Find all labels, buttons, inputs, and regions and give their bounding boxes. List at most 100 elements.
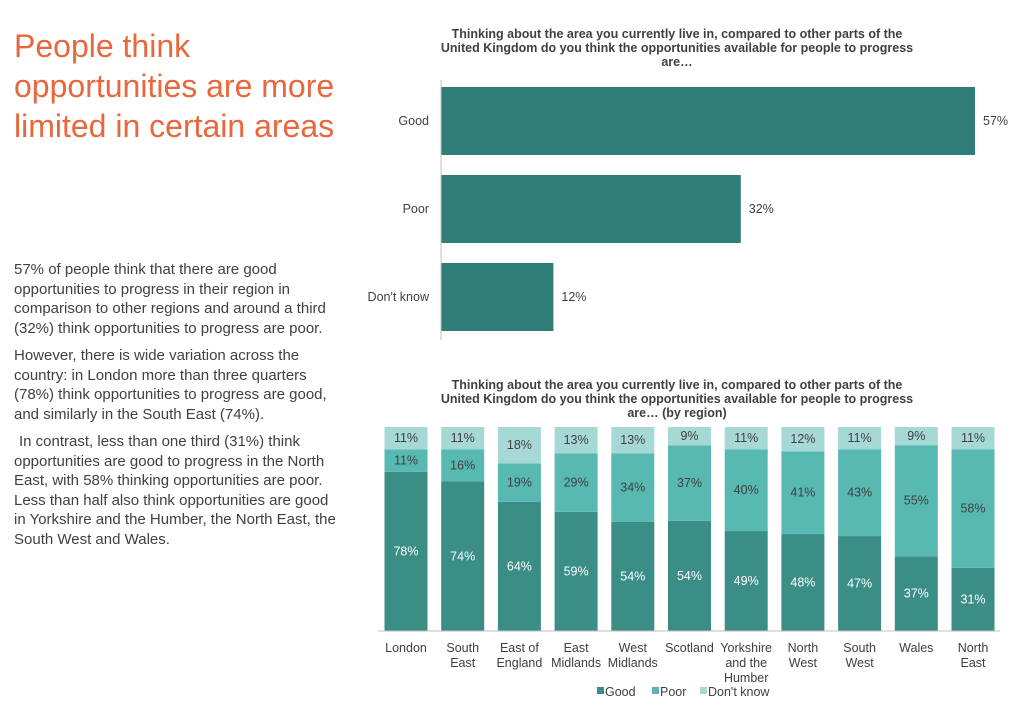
category-label: Wales bbox=[899, 641, 933, 655]
bar-segment bbox=[611, 453, 655, 522]
chart-title-line: are… bbox=[661, 55, 692, 69]
bar-segment bbox=[951, 449, 995, 568]
category-label: England bbox=[496, 656, 542, 670]
data-label: 54% bbox=[677, 569, 702, 583]
data-label: 11% bbox=[394, 431, 418, 445]
data-label: 64% bbox=[507, 559, 532, 573]
category-label: Yorkshire bbox=[720, 641, 772, 655]
bar-segment bbox=[497, 463, 541, 502]
category-label: East bbox=[450, 656, 476, 670]
category-label: West bbox=[789, 656, 818, 670]
category-label: East bbox=[564, 641, 590, 655]
category-label: West bbox=[845, 656, 874, 670]
category-label: Midlands bbox=[551, 656, 601, 670]
category-label: Humber bbox=[724, 671, 768, 685]
legend-swatch bbox=[700, 687, 707, 694]
bar-segment bbox=[781, 534, 825, 631]
data-label: 11% bbox=[848, 431, 872, 445]
category-label: South bbox=[843, 641, 876, 655]
bar-segment bbox=[668, 520, 711, 631]
data-label: 32% bbox=[749, 202, 774, 216]
data-label: 34% bbox=[620, 481, 645, 495]
category-label: Good bbox=[398, 114, 429, 128]
category-label: North bbox=[788, 641, 819, 655]
bar-segment bbox=[781, 451, 825, 535]
bar-segment bbox=[611, 427, 655, 454]
data-label: 43% bbox=[847, 486, 872, 500]
data-label: 29% bbox=[564, 476, 589, 490]
data-label: 41% bbox=[790, 486, 815, 500]
bar-segment bbox=[951, 427, 995, 450]
data-label: 13% bbox=[620, 433, 645, 447]
bar-segment bbox=[441, 427, 485, 450]
data-label: 19% bbox=[507, 476, 532, 490]
legend-swatch bbox=[652, 687, 659, 694]
bar-segment bbox=[724, 427, 768, 450]
bar-segment bbox=[611, 521, 655, 631]
bar-segment bbox=[668, 445, 711, 521]
paragraph-3: In contrast, less than one third (31%) t… bbox=[14, 433, 336, 548]
summary-text: 57% of people think that there are good … bbox=[14, 260, 336, 557]
data-label: 31% bbox=[960, 592, 985, 606]
legend-swatch bbox=[597, 687, 604, 694]
page-title: People think opportunities are more limi… bbox=[14, 28, 335, 144]
bar-segment bbox=[384, 449, 428, 472]
chart-title-line: United Kingdom do you think the opportun… bbox=[441, 41, 913, 55]
data-label: 13% bbox=[564, 433, 589, 447]
bar-segment bbox=[497, 427, 541, 464]
category-label: East bbox=[960, 656, 986, 670]
data-label: 55% bbox=[904, 494, 929, 508]
category-label: South bbox=[446, 641, 479, 655]
bar-segment bbox=[384, 471, 428, 631]
bar-segment bbox=[441, 481, 485, 631]
bar-segment bbox=[894, 427, 938, 446]
bar bbox=[441, 87, 975, 155]
chart-title-line: Thinking about the area you currently li… bbox=[452, 378, 903, 392]
bar-segment bbox=[951, 567, 995, 631]
bar-segment bbox=[894, 445, 938, 557]
legend-label: Don't know bbox=[708, 685, 770, 699]
paragraph-1: 57% of people think that there are good … bbox=[14, 261, 326, 337]
bar-segment bbox=[838, 536, 882, 631]
category-label: West bbox=[619, 641, 648, 655]
data-label: 37% bbox=[904, 587, 929, 601]
bar bbox=[441, 263, 554, 331]
category-label: East of bbox=[500, 641, 539, 655]
data-label: 58% bbox=[960, 502, 985, 516]
bar-segment bbox=[668, 427, 711, 446]
bar-segment bbox=[838, 427, 882, 450]
data-label: 11% bbox=[961, 431, 985, 445]
bar bbox=[441, 175, 741, 243]
category-label: Scotland bbox=[665, 641, 714, 655]
data-label: 57% bbox=[983, 114, 1008, 128]
bar-segment bbox=[724, 531, 768, 631]
bar-segment bbox=[781, 427, 825, 452]
data-label: 47% bbox=[847, 577, 872, 591]
category-label: Midlands bbox=[608, 656, 658, 670]
paragraph-2: However, there is wide variation across … bbox=[14, 347, 327, 423]
bar-segment bbox=[724, 449, 768, 532]
bar-segment bbox=[554, 511, 598, 631]
data-label: 37% bbox=[677, 476, 702, 490]
category-label: North bbox=[958, 641, 989, 655]
chart-title-line: Thinking about the area you currently li… bbox=[452, 27, 903, 41]
data-label: 11% bbox=[394, 454, 418, 468]
bar-segment bbox=[441, 449, 485, 482]
category-label: and the bbox=[725, 656, 767, 670]
data-label: 11% bbox=[451, 431, 475, 445]
bar-segment bbox=[554, 453, 598, 512]
bar-segment bbox=[384, 427, 428, 450]
legend-label: Poor bbox=[660, 685, 686, 699]
category-label: Poor bbox=[403, 202, 429, 216]
data-label: 18% bbox=[507, 438, 532, 452]
data-label: 16% bbox=[450, 458, 475, 472]
bar-segment bbox=[838, 449, 882, 537]
data-label: 40% bbox=[734, 483, 759, 497]
data-label: 49% bbox=[734, 574, 759, 588]
category-label: London bbox=[385, 641, 427, 655]
data-label: 12% bbox=[790, 432, 815, 446]
data-label: 74% bbox=[450, 549, 475, 563]
category-label: Don't know bbox=[368, 290, 430, 304]
